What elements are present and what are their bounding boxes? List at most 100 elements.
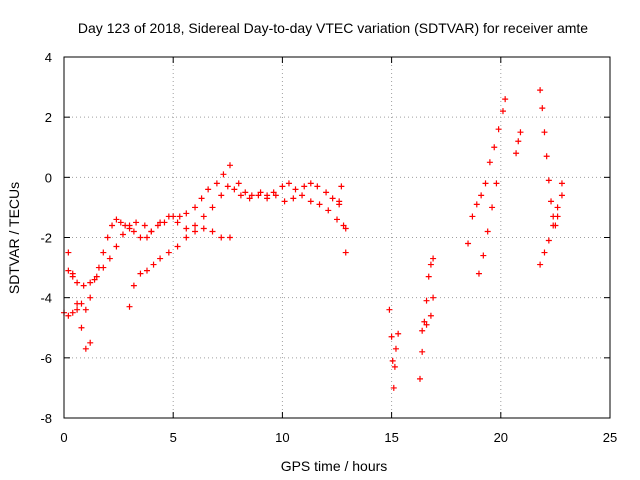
data-point <box>515 138 522 145</box>
x-tick-label: 5 <box>170 430 177 445</box>
data-point <box>109 222 116 229</box>
data-point <box>209 204 216 211</box>
x-tick-label: 10 <box>275 430 289 445</box>
data-point <box>342 225 349 232</box>
data-point <box>290 195 297 202</box>
data-point <box>91 276 98 283</box>
data-point <box>292 186 299 193</box>
data-point <box>224 183 231 190</box>
data-point <box>545 237 552 244</box>
data-point <box>93 273 100 280</box>
data-point <box>65 267 72 274</box>
data-point <box>69 309 76 316</box>
data-point <box>388 333 395 340</box>
data-point <box>475 270 482 277</box>
data-point <box>143 267 150 274</box>
data-point <box>558 180 565 187</box>
data-point <box>478 192 485 199</box>
data-point <box>423 321 430 328</box>
data-point <box>74 300 81 307</box>
data-point <box>183 210 190 217</box>
data-point <box>213 180 220 187</box>
data-point <box>548 198 555 205</box>
data-point <box>391 363 398 370</box>
data-point <box>329 195 336 202</box>
data-point <box>198 195 205 202</box>
data-point <box>237 192 244 199</box>
data-point <box>537 261 544 268</box>
data-point <box>539 105 546 112</box>
data-point <box>323 189 330 196</box>
data-point <box>74 279 81 286</box>
chart-title: Day 123 of 2018, Sidereal Day-to-day VTE… <box>78 20 588 36</box>
data-point <box>502 96 509 103</box>
data-point <box>465 240 472 247</box>
data-point <box>307 180 314 187</box>
data-point <box>104 234 111 241</box>
data-point <box>425 273 432 280</box>
data-point <box>200 213 207 220</box>
data-point <box>165 249 172 256</box>
data-point <box>218 192 225 199</box>
data-point <box>133 219 140 226</box>
data-point <box>69 270 76 277</box>
data-point <box>130 228 137 235</box>
data-point <box>87 279 94 286</box>
data-point <box>87 339 94 346</box>
data-point <box>119 231 126 238</box>
data-point <box>255 192 262 199</box>
data-point <box>218 234 225 241</box>
data-point <box>281 198 288 205</box>
y-tick-label: -6 <box>40 351 52 366</box>
data-point <box>517 129 524 136</box>
data-point <box>513 150 520 157</box>
x-axis-label: GPS time / hours <box>281 458 388 474</box>
data-point <box>113 243 120 250</box>
data-point <box>157 255 164 262</box>
data-point <box>143 234 150 241</box>
data-point <box>209 228 216 235</box>
data-point <box>338 183 345 190</box>
data-point <box>106 255 113 262</box>
data-point <box>336 198 343 205</box>
data-point <box>264 195 271 202</box>
data-point <box>316 201 323 208</box>
data-point <box>176 213 183 220</box>
data-point <box>430 255 437 262</box>
data-point <box>421 318 428 325</box>
data-point <box>126 222 133 229</box>
data-point <box>386 306 393 313</box>
data-point <box>416 375 423 382</box>
data-point <box>226 234 233 241</box>
data-point <box>246 195 253 202</box>
data-point <box>148 228 155 235</box>
data-point <box>427 261 434 268</box>
data-point <box>543 153 550 160</box>
data-point <box>126 303 133 310</box>
data-point <box>334 216 340 223</box>
data-point <box>390 384 397 391</box>
data-point <box>545 177 552 184</box>
data-point <box>100 264 107 271</box>
data-point <box>307 198 314 205</box>
y-tick-label: -4 <box>40 291 52 306</box>
axis-ticks: 0 5 10 15 20 25 -8 -6 -4 -2 0 2 4 <box>40 50 617 445</box>
data-point <box>157 219 164 226</box>
data-point <box>192 222 199 229</box>
data-point <box>137 270 144 277</box>
data-point <box>342 249 349 256</box>
data-point <box>226 162 233 169</box>
y-tick-label: 2 <box>45 110 52 125</box>
data-point <box>389 357 396 364</box>
data-point <box>541 249 548 256</box>
data-point <box>248 192 255 199</box>
data-point <box>270 189 277 196</box>
data-point <box>419 327 426 334</box>
data-point <box>493 180 500 187</box>
data-point <box>482 180 489 187</box>
data-point <box>257 189 264 196</box>
data-point <box>473 201 480 208</box>
data-point <box>395 330 402 337</box>
